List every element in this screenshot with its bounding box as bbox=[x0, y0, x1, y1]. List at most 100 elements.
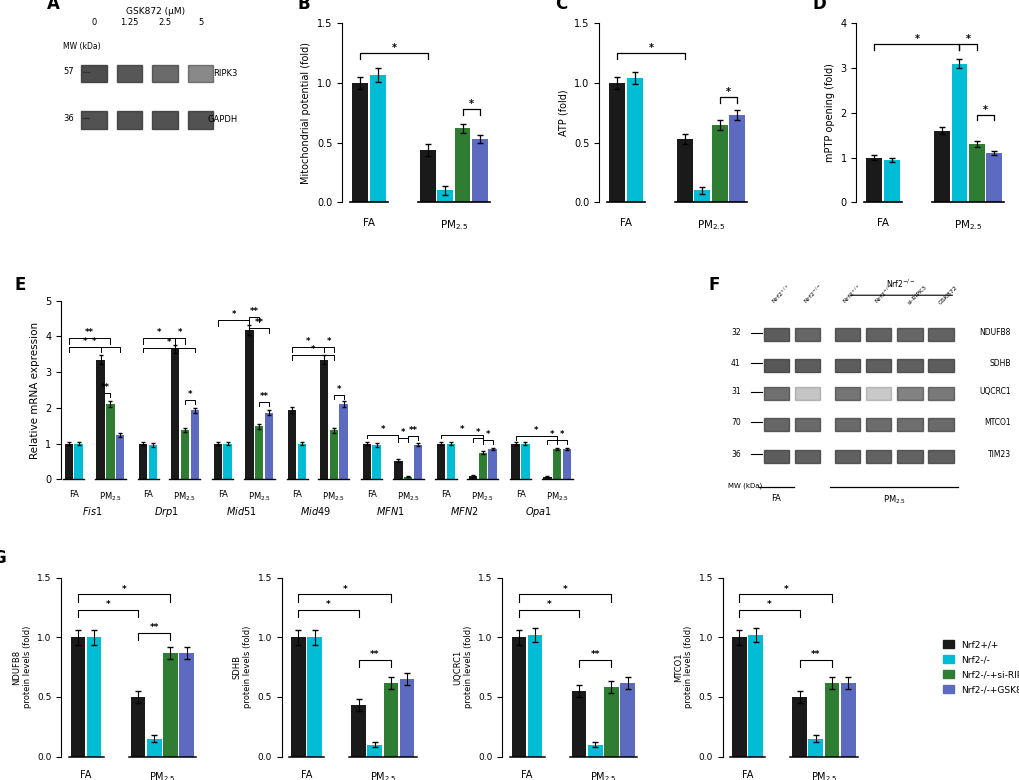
Bar bbox=[951, 64, 966, 202]
Text: MW (kDa): MW (kDa) bbox=[728, 483, 762, 490]
Text: FA: FA bbox=[876, 218, 889, 229]
Bar bbox=[834, 388, 859, 400]
Text: *: * bbox=[187, 390, 192, 399]
Bar bbox=[87, 637, 101, 757]
Bar bbox=[694, 190, 709, 202]
Bar bbox=[64, 444, 72, 480]
Bar bbox=[521, 444, 529, 480]
Bar bbox=[552, 449, 560, 480]
Text: **: ** bbox=[810, 651, 819, 659]
Text: PM$_{2.5}$: PM$_{2.5}$ bbox=[248, 490, 271, 502]
Bar bbox=[511, 444, 520, 480]
Y-axis label: mPTP opening (fold): mPTP opening (fold) bbox=[824, 63, 835, 162]
Text: 70: 70 bbox=[731, 417, 740, 427]
Text: 0: 0 bbox=[92, 18, 97, 27]
Bar bbox=[897, 450, 922, 463]
Text: 1.25: 1.25 bbox=[120, 18, 139, 27]
Text: **: ** bbox=[85, 328, 94, 337]
Bar bbox=[897, 328, 922, 342]
Bar bbox=[763, 328, 789, 342]
Text: **: ** bbox=[250, 307, 259, 316]
Bar bbox=[147, 739, 161, 757]
Bar bbox=[152, 65, 177, 83]
Bar bbox=[824, 682, 839, 757]
Text: *: * bbox=[648, 43, 653, 53]
Bar bbox=[865, 418, 891, 431]
Bar bbox=[865, 388, 891, 400]
Bar bbox=[191, 410, 199, 480]
Text: *: * bbox=[157, 328, 161, 337]
Bar bbox=[163, 653, 177, 757]
Bar bbox=[512, 637, 526, 757]
Bar bbox=[130, 697, 145, 757]
Text: 5: 5 bbox=[198, 18, 203, 27]
Text: *: * bbox=[562, 585, 567, 594]
Text: FA: FA bbox=[291, 490, 302, 499]
Bar bbox=[329, 430, 337, 480]
Text: *: * bbox=[726, 87, 731, 98]
Bar bbox=[414, 445, 422, 480]
Bar bbox=[677, 139, 692, 202]
Bar bbox=[82, 111, 107, 129]
Text: FA: FA bbox=[301, 770, 312, 780]
Text: F: F bbox=[707, 276, 719, 294]
Text: FA: FA bbox=[363, 218, 375, 229]
Text: *: * bbox=[121, 585, 126, 594]
Y-axis label: ATP (fold): ATP (fold) bbox=[558, 90, 568, 136]
Text: 57: 57 bbox=[63, 67, 73, 76]
Text: *: * bbox=[485, 430, 489, 439]
Bar bbox=[927, 450, 953, 463]
Bar bbox=[794, 450, 819, 463]
Bar bbox=[897, 359, 922, 372]
Text: 32: 32 bbox=[731, 328, 740, 337]
Bar bbox=[255, 427, 263, 480]
Text: *: * bbox=[982, 105, 987, 115]
Bar bbox=[763, 388, 789, 400]
Bar bbox=[865, 359, 891, 372]
Bar bbox=[729, 115, 744, 202]
Bar bbox=[320, 360, 328, 480]
Bar bbox=[246, 330, 254, 480]
Text: *: * bbox=[336, 385, 340, 394]
Bar bbox=[748, 635, 762, 757]
Text: *: * bbox=[534, 427, 538, 435]
Text: *: * bbox=[342, 585, 346, 594]
Text: MTCO1: MTCO1 bbox=[983, 417, 1010, 427]
Text: si-RIPK3: si-RIPK3 bbox=[906, 285, 926, 306]
Bar bbox=[287, 410, 297, 480]
Bar bbox=[74, 444, 83, 480]
Text: PM$_{2.5}$: PM$_{2.5}$ bbox=[396, 490, 420, 502]
Bar bbox=[352, 83, 368, 202]
Text: *: * bbox=[231, 310, 235, 319]
Bar bbox=[883, 160, 900, 202]
Bar bbox=[370, 75, 385, 202]
Bar bbox=[394, 461, 403, 480]
Text: D: D bbox=[811, 0, 825, 13]
Bar bbox=[106, 404, 114, 480]
Text: **: ** bbox=[370, 651, 379, 659]
Text: *: * bbox=[549, 430, 554, 439]
Text: **: ** bbox=[409, 427, 418, 435]
Text: $\it{Mid51}$: $\it{Mid51}$ bbox=[225, 505, 256, 517]
Text: $\it{Drp1}$: $\it{Drp1}$ bbox=[154, 505, 178, 519]
Text: **: ** bbox=[590, 651, 599, 659]
Bar bbox=[792, 697, 806, 757]
Bar bbox=[865, 158, 881, 202]
Bar bbox=[840, 682, 855, 757]
Bar bbox=[437, 190, 452, 202]
Text: *: * bbox=[559, 430, 564, 439]
Bar bbox=[179, 653, 194, 757]
Bar bbox=[96, 360, 105, 480]
Bar bbox=[298, 444, 306, 480]
Text: PM$_{2.5}$: PM$_{2.5}$ bbox=[696, 218, 725, 232]
Text: *: * bbox=[965, 34, 970, 44]
Bar bbox=[763, 450, 789, 463]
Bar bbox=[927, 418, 953, 431]
Text: PM$_{2.5}$: PM$_{2.5}$ bbox=[99, 490, 122, 502]
Bar bbox=[372, 445, 380, 480]
Text: PM$_{2.5}$: PM$_{2.5}$ bbox=[810, 770, 837, 780]
Bar bbox=[420, 150, 435, 202]
Text: FA: FA bbox=[620, 218, 632, 229]
Bar bbox=[404, 477, 412, 480]
Text: FA: FA bbox=[217, 490, 227, 499]
